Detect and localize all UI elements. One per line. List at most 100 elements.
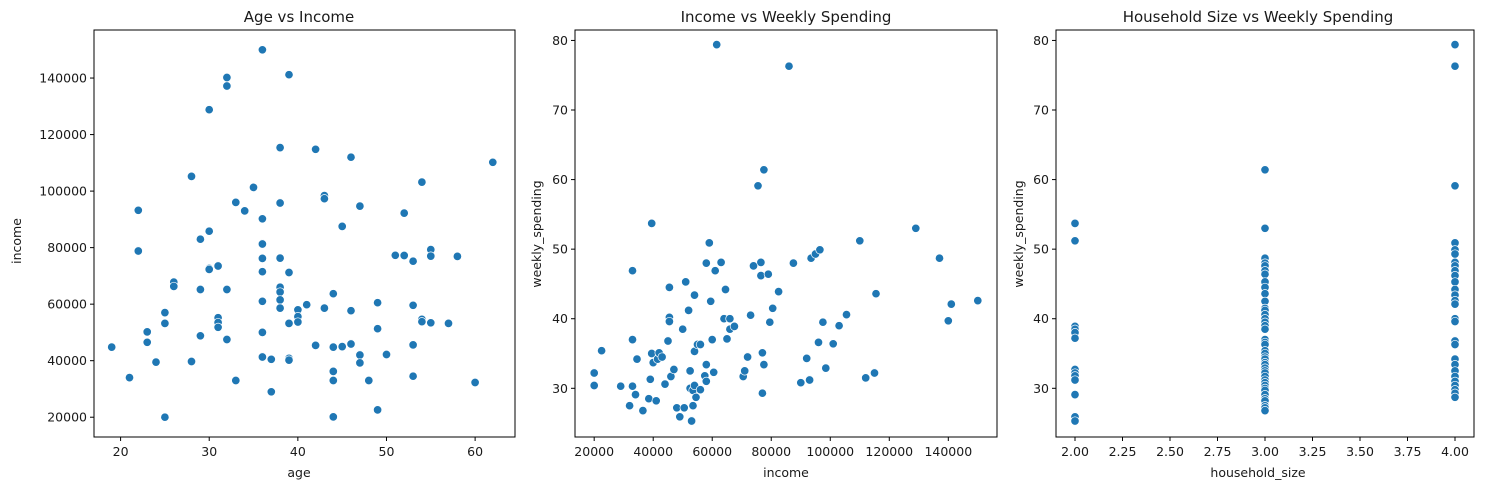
data-point — [160, 308, 170, 318]
x-tick-label: 30 — [201, 444, 217, 459]
data-point — [275, 253, 285, 263]
data-point — [408, 371, 418, 381]
data-point — [231, 375, 241, 386]
data-point — [689, 290, 700, 300]
data-point — [720, 284, 731, 295]
data-point — [1450, 392, 1460, 402]
data-point — [946, 299, 956, 309]
data-point — [701, 360, 711, 370]
data-point — [685, 366, 695, 376]
data-point — [346, 306, 356, 316]
chart-age-vs-income: Age vs Income age income 20 30 40 50 60 20000… — [9, 8, 516, 480]
data-point — [373, 298, 383, 308]
data-point — [328, 375, 338, 386]
data-point — [470, 377, 480, 388]
data-point — [302, 300, 312, 310]
x-tick-label: 100000 — [806, 444, 854, 459]
data-point — [645, 374, 655, 384]
data-point — [725, 314, 735, 324]
data-point — [399, 250, 409, 261]
data-point — [1450, 181, 1460, 191]
data-point — [1070, 416, 1080, 426]
data-point — [452, 251, 462, 261]
data-point — [828, 339, 838, 349]
data-point — [691, 392, 701, 402]
y-tick-label: 40000 — [47, 353, 87, 368]
data-point — [911, 223, 921, 233]
x-tick-label: 60000 — [692, 444, 732, 459]
y-tick-label: 60 — [552, 172, 568, 187]
chart-title: Age vs Income — [244, 8, 354, 26]
data-point — [695, 385, 705, 395]
y-tick-label: 60000 — [47, 297, 87, 312]
data-point — [722, 334, 732, 344]
points — [589, 40, 983, 426]
data-point — [426, 251, 436, 261]
x-axis-label: income — [763, 465, 809, 480]
data-point — [426, 318, 436, 328]
data-point — [1450, 339, 1460, 350]
data-point — [231, 197, 241, 207]
data-point — [293, 317, 303, 327]
data-point — [266, 354, 276, 364]
y-tick-label: 70 — [552, 103, 568, 118]
data-point — [160, 412, 170, 422]
data-point — [679, 403, 689, 413]
points — [107, 45, 498, 422]
data-point — [257, 327, 267, 337]
data-point — [186, 356, 197, 367]
data-point — [186, 171, 197, 181]
data-point — [142, 327, 152, 337]
data-point — [204, 226, 214, 236]
data-point — [257, 267, 267, 277]
data-point — [364, 375, 374, 386]
x-tick-label: 2.50 — [1156, 444, 1184, 459]
x-tick-label: 140000 — [924, 444, 972, 459]
data-point — [381, 349, 392, 360]
data-point — [657, 352, 667, 362]
data-point — [319, 303, 329, 313]
y-tick-label: 30 — [552, 381, 568, 396]
x-tick-label: 20000 — [574, 444, 614, 459]
data-point — [627, 335, 638, 345]
data-point — [133, 246, 143, 256]
data-point — [408, 300, 418, 310]
x-tick-label: 2.75 — [1204, 444, 1232, 459]
data-point — [746, 310, 756, 320]
x-axis-label: age — [287, 465, 311, 480]
data-point — [240, 206, 250, 216]
data-point — [651, 396, 661, 406]
data-point — [1070, 218, 1080, 228]
y-tick-label: 40 — [552, 311, 568, 326]
data-point — [408, 340, 418, 350]
data-point — [871, 289, 881, 299]
x-tick-label: 3.75 — [1394, 444, 1422, 459]
data-point — [284, 267, 294, 278]
data-point — [275, 143, 285, 153]
data-point — [266, 387, 276, 397]
data-point — [627, 381, 638, 391]
data-point — [1070, 236, 1080, 246]
data-point — [1070, 333, 1080, 343]
data-point — [328, 342, 338, 352]
data-point — [311, 144, 321, 154]
data-point — [687, 416, 697, 426]
data-point — [796, 378, 806, 388]
y-axis-label: weekly_spending — [529, 180, 544, 287]
data-point — [712, 40, 722, 50]
data-point — [943, 316, 953, 326]
y-tick-label: 20000 — [47, 410, 87, 425]
data-point — [748, 261, 759, 271]
data-point — [355, 201, 365, 211]
data-point — [664, 316, 674, 327]
data-point — [788, 258, 798, 268]
data-point — [1070, 375, 1080, 385]
data-point — [757, 348, 767, 358]
y-axis-label: weekly_spending — [1011, 180, 1026, 287]
data-point — [408, 256, 418, 266]
x-tick-label: 3.25 — [1299, 444, 1327, 459]
data-point — [855, 236, 865, 246]
data-point — [707, 335, 717, 345]
data-point — [1450, 277, 1460, 287]
data-point — [337, 342, 347, 352]
